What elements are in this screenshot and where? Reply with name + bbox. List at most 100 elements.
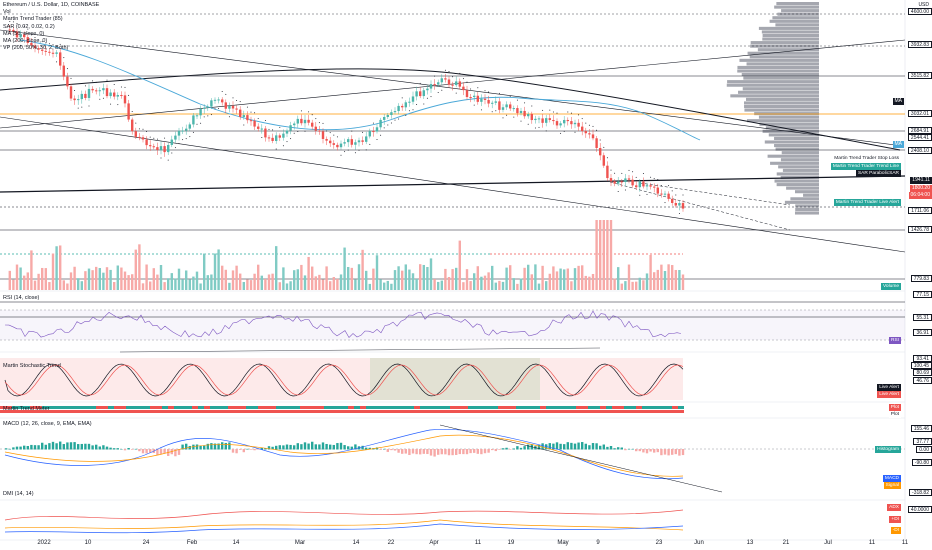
symbol-title[interactable]: Ethereum / U.S. Dollar, 1D, COINBASE — [3, 2, 100, 8]
volume-bar — [433, 279, 436, 290]
sar-dot — [362, 131, 364, 133]
sar-dot — [239, 101, 241, 103]
sar-dot — [668, 185, 670, 187]
rsi-pane-title[interactable]: RSI (14, close) — [3, 295, 40, 301]
macd-histogram-bar — [203, 445, 206, 450]
sar-dot — [578, 114, 580, 116]
candle — [95, 90, 98, 92]
volume-bar — [379, 279, 382, 290]
macd-histogram-bar — [660, 449, 663, 456]
stoch-pane-title[interactable]: Martin Stochastic Trend — [3, 363, 61, 369]
candle — [293, 123, 296, 126]
legend-martin-trend-trader[interactable]: Martin Trend Trader (85) — [3, 16, 63, 23]
volume-profile-bar — [781, 151, 819, 155]
trend-meter-cell — [600, 410, 606, 413]
macd-histogram-bar — [231, 449, 235, 453]
legend-ma50[interactable]: MA (50, close, 0) — [3, 30, 45, 37]
legend-volume-profile[interactable]: VP (200, 50%, 30, 2, Both) — [3, 45, 69, 52]
sar-dot — [92, 80, 94, 82]
macd-histogram-bar — [426, 449, 429, 455]
trend-meter-cell — [660, 406, 666, 409]
volume-bar — [228, 282, 231, 290]
trend-meter-cell — [390, 410, 396, 413]
trend-meter-cell — [528, 410, 534, 413]
volume-bar — [663, 271, 667, 290]
legend-volume[interactable]: Vol — [3, 9, 11, 16]
sar-dot — [430, 96, 432, 98]
sar-dot — [182, 139, 184, 141]
trend-meter-cell — [12, 406, 18, 409]
volume-bar — [631, 281, 634, 290]
dmi-pane-title[interactable]: DMI (14, 14) — [3, 491, 34, 497]
candle — [473, 95, 476, 98]
sar-dot — [372, 122, 374, 124]
trend-meter-cell — [666, 410, 672, 413]
sar-dot — [552, 111, 554, 113]
volume-bar — [602, 220, 605, 290]
volume-bar — [681, 274, 685, 290]
macd-histogram-bar — [509, 449, 512, 450]
candle — [541, 118, 544, 123]
trend-meter-cell — [168, 410, 174, 413]
sar-dot — [448, 71, 450, 73]
trend-meter-pane-title[interactable]: Martin Trend Meter — [3, 406, 50, 412]
trend-meter-cell — [150, 406, 156, 409]
volume-bar — [332, 277, 335, 290]
trend-meter-cell — [144, 406, 150, 409]
sar-dot — [380, 134, 382, 136]
sar-dot — [488, 91, 490, 93]
macd-histogram-bar — [390, 449, 393, 451]
macd-histogram-bar — [48, 443, 51, 450]
volume-profile-bar — [790, 197, 819, 201]
candle — [372, 131, 375, 133]
sar-dot — [383, 127, 385, 129]
macd-histogram-bar — [156, 449, 159, 456]
macd-histogram-bar — [480, 449, 483, 455]
dmi-tag: 40.0000 — [907, 506, 932, 513]
trend-meter-cell — [306, 406, 312, 409]
macd-pane-title[interactable]: MACD (12, 26, close, 9, EMA, EMA) — [3, 421, 92, 427]
trend-meter-cell — [654, 410, 660, 413]
trend-meter-cell — [90, 406, 96, 409]
sar-dot — [34, 36, 36, 38]
trend-meter-cell — [582, 406, 588, 409]
trend-meter-cell — [300, 406, 306, 409]
trend-meter-cell — [348, 410, 354, 413]
macd-histogram-bar — [159, 449, 163, 454]
candle — [350, 139, 353, 145]
macd-histogram-bar — [185, 443, 188, 450]
candle — [487, 99, 490, 104]
candle — [138, 136, 141, 138]
trend-meter-cell — [120, 406, 126, 409]
volume-profile-bar — [794, 190, 819, 194]
macd-histogram-bar — [465, 449, 469, 455]
trend-meter-cell — [48, 406, 54, 409]
legend-sar[interactable]: SAR (0.02, 0.02, 0.2) — [3, 23, 55, 30]
trend-meter-cell — [12, 410, 18, 413]
trend-meter-cell — [666, 406, 672, 409]
candle — [239, 109, 242, 117]
volume-bar — [609, 220, 613, 290]
time-axis[interactable]: 2022 10 24 Feb 14 Mar 14 22 Apr 11 19 Ma… — [0, 540, 932, 550]
sar-dot — [261, 137, 263, 139]
candle — [347, 139, 350, 143]
trend-meter-cell — [678, 410, 684, 413]
stoch-tag: 80.69 — [913, 369, 932, 376]
volume-bar — [523, 267, 526, 290]
time-tick: 21 — [782, 540, 790, 546]
macd-histogram-bar — [246, 448, 249, 450]
candle — [444, 78, 447, 80]
sar-dot — [340, 154, 342, 156]
legend-ma200[interactable]: MA (200, close, 0) — [3, 38, 48, 45]
candle — [656, 187, 659, 194]
volume-profile-bar — [757, 48, 819, 52]
sar-dot — [624, 189, 626, 191]
macd-histogram-bar — [95, 444, 98, 450]
sar-dot — [279, 126, 281, 128]
volume-bar — [573, 268, 577, 290]
trend-meter-cell — [150, 410, 156, 413]
trend-meter-cell — [102, 406, 108, 409]
trend-meter-cell — [252, 410, 258, 413]
trend-meter-cell — [288, 406, 294, 409]
